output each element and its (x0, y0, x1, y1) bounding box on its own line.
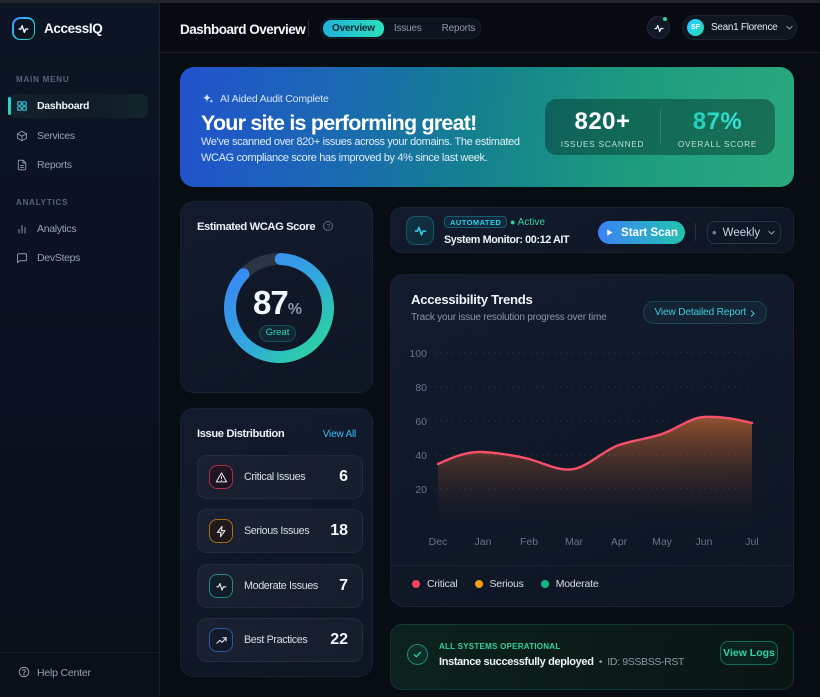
svg-text:80: 80 (415, 382, 427, 394)
svg-text:Mar: Mar (565, 536, 584, 548)
svg-text:Dec: Dec (429, 536, 448, 548)
svg-text:May: May (652, 536, 673, 548)
svg-text:Feb: Feb (520, 536, 538, 548)
svg-text:Jan: Jan (475, 536, 492, 548)
svg-text:20: 20 (415, 484, 427, 496)
svg-text:Jul: Jul (745, 536, 758, 548)
svg-text:Jun: Jun (696, 536, 713, 548)
svg-text:100: 100 (409, 348, 427, 360)
svg-text:Apr: Apr (611, 536, 628, 548)
svg-text:60: 60 (415, 416, 427, 428)
svg-text:40: 40 (415, 450, 427, 462)
